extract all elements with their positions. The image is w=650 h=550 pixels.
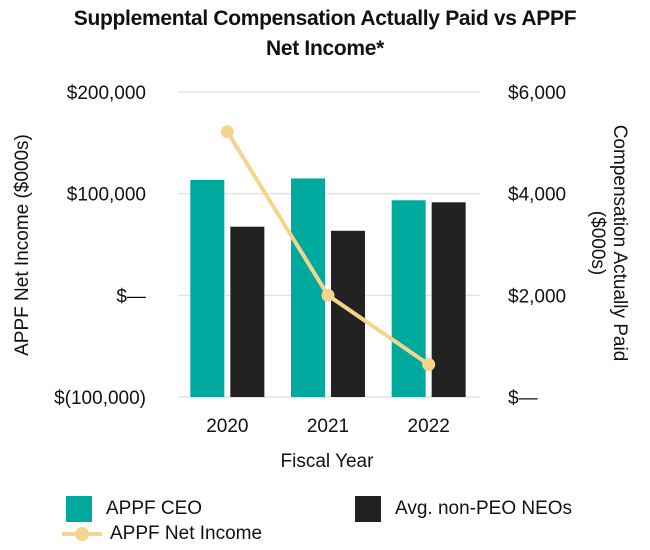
legend-item-ceo: APPF CEO [66,496,202,522]
legend-swatch-net-income [62,521,102,547]
y-tick-label-left: $(100,000) [54,388,146,409]
chart-title: Supplemental Compensation Actually Paid … [0,4,650,64]
legend-swatch-ceo [66,496,92,522]
chart-title-line-2: Net Income* [265,37,385,60]
bar-neo [230,226,265,397]
y-axis-label-right-line-2: ($000s) [587,211,608,275]
legend-item-net-income: APPF Net Income [62,521,262,547]
bar-neo [431,202,466,397]
legend-label-net-income: APPF Net Income [110,523,263,544]
legend-label-ceo: APPF CEO [106,498,203,519]
bar-ceo [291,178,325,397]
axes: $200,000 $100,000 $— $(100,000) $6,000 $4,000… [54,83,566,437]
legend-swatch-neo [355,496,381,522]
bar-neo [331,230,365,397]
y-tick-label-left: $200,000 [67,83,146,104]
y-axis-label-right-line-1: Compensation Actually Paid [609,125,630,362]
chart-title-line-1: Supplemental Compensation Actually Paid … [73,7,577,30]
x-tick-label: 2022 [408,416,450,437]
y-tick-label-left: $100,000 [67,185,146,206]
y-tick-label-left: $— [116,286,146,307]
y-tick-label-right: $4,000 [508,185,566,206]
y-axis-label-left: APPF Net Income ($000s) [12,134,33,356]
y-tick-label-right: $6,000 [508,83,566,104]
bar-ceo [391,200,426,397]
bars [190,178,466,397]
x-tick-label: 2021 [307,416,349,437]
net-income-point [422,357,436,371]
legend-label-neo: Avg. non-PEO NEOs [395,498,573,519]
legend-item-neo: Avg. non-PEO NEOs [355,496,572,522]
net-income-line-group [220,125,436,371]
net-income-point [220,125,234,139]
x-axis-label: Fiscal Year [281,451,375,472]
x-tick-label: 2020 [206,416,248,437]
y-tick-label-right: $— [508,388,538,409]
net-income-point [321,288,335,302]
y-tick-label-right: $2,000 [508,286,566,307]
bar-ceo [190,179,225,397]
